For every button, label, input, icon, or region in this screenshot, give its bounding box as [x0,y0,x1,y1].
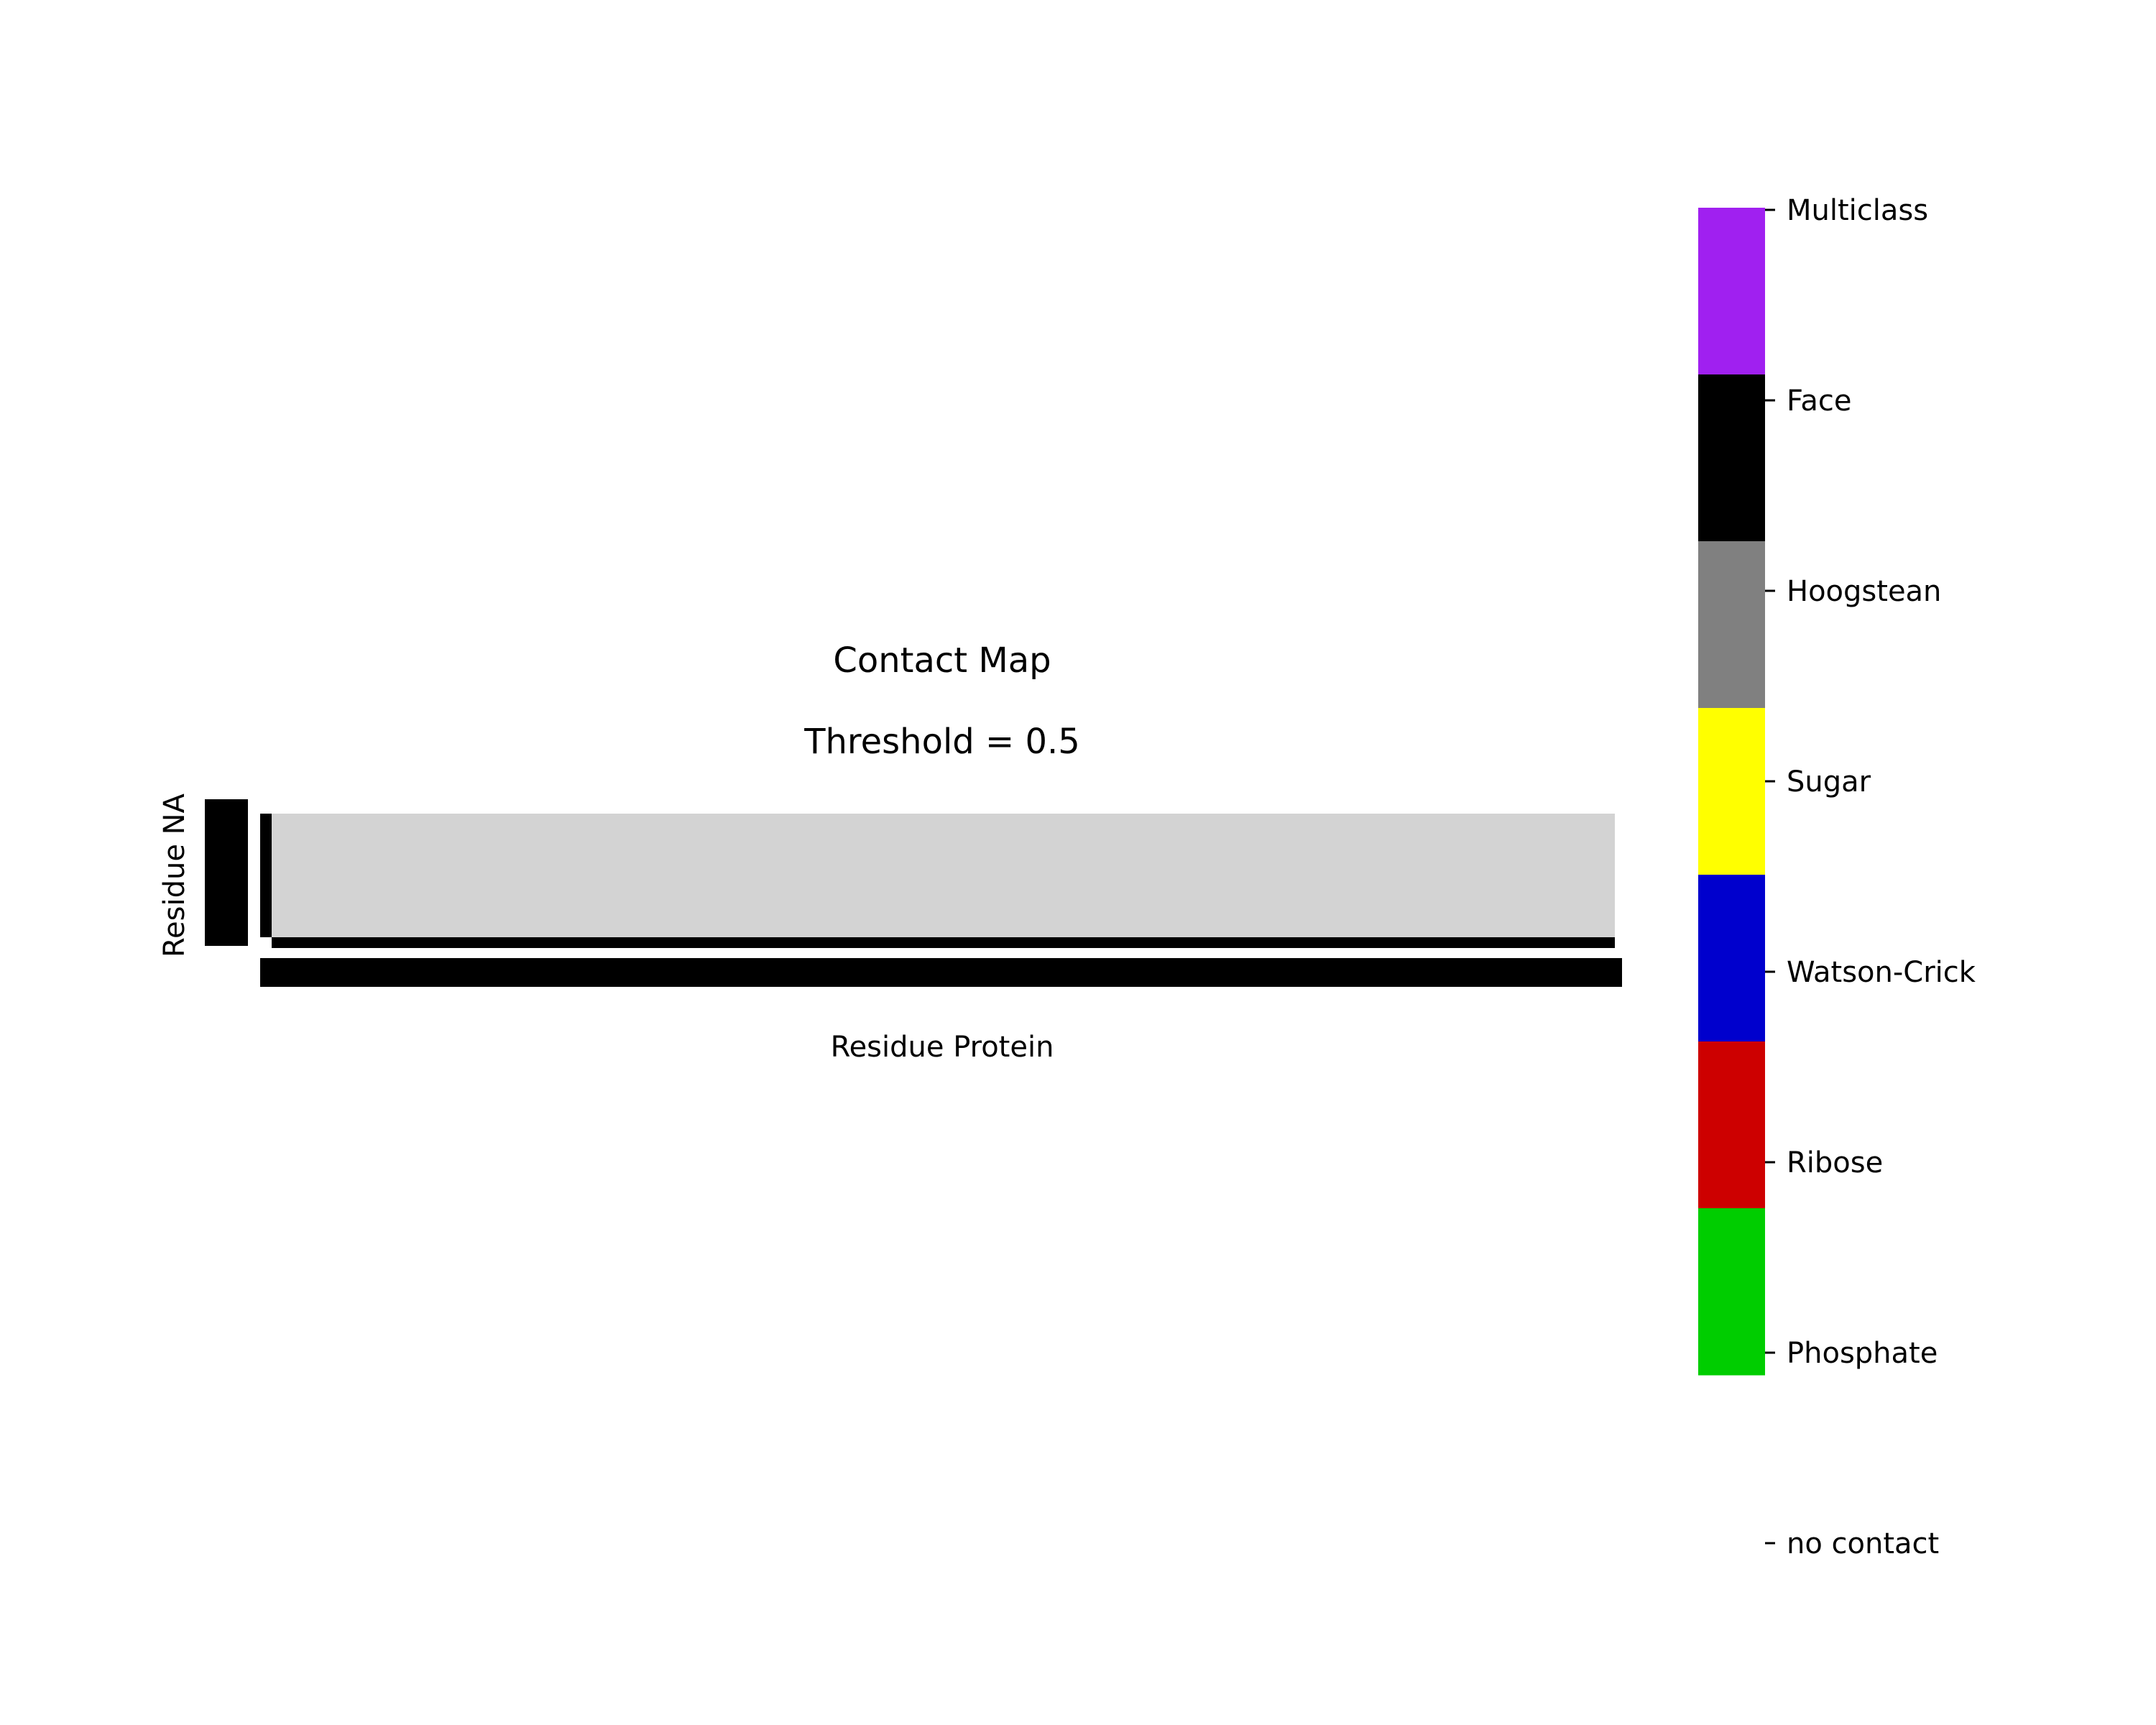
colorbar-label: Multiclass [1787,194,1928,227]
x-tick-label-band [260,958,1622,987]
colorbar-label: no contact [1787,1527,1939,1560]
chart-subtitle: Threshold = 0.5 [803,722,1080,762]
colorbar-label: Ribose [1787,1146,1883,1179]
y-tick-labels [205,799,272,946]
colorbar-segment [1698,374,1765,542]
x-tick-labels [260,958,1622,987]
colorbar: Multiclass Face Hoogstean Sugar Watson-Crick… [1698,194,1976,1560]
colorbar-segment [1698,875,1765,1042]
y-tick-label-block [260,814,272,937]
x-tick-mark-band [272,937,1615,948]
colorbar-label: Sugar [1787,765,1871,799]
heatmap-cells [272,814,1615,937]
y-tick-label-cluster [205,799,248,946]
colorbar-label: Hoogstean [1787,575,1941,608]
colorbar-label: Phosphate [1787,1337,1938,1370]
colorbar-segment [1698,1041,1765,1209]
y-axis-label: Residue NA [158,793,191,957]
colorbar-segment [1698,1208,1765,1376]
colorbar-label: Face [1787,385,1851,418]
chart-title: Contact Map [833,640,1051,681]
colorbar-segment [1698,208,1765,375]
colorbar-label: Watson-Crick [1787,956,1976,989]
x-tick-marks [272,937,1615,948]
x-axis-label: Residue Protein [831,1031,1054,1064]
colorbar-segment [1698,708,1765,875]
colorbar-segment [1698,541,1765,709]
